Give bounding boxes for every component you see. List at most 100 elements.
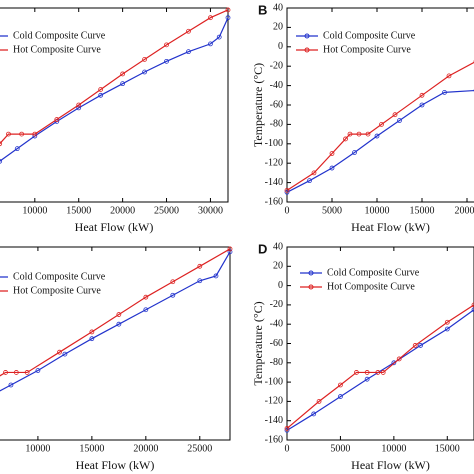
- point: [354, 370, 359, 375]
- legend-marker: [308, 270, 314, 276]
- point: [197, 278, 203, 284]
- point: [329, 165, 335, 171]
- point: [391, 360, 397, 366]
- x-tick-label: 20000: [110, 205, 135, 216]
- point: [35, 368, 41, 373]
- x-tick-label: 0: [285, 443, 290, 454]
- plot-frame: [0, 246, 231, 441]
- point: [365, 131, 371, 137]
- point: [419, 92, 425, 98]
- point: [164, 58, 169, 64]
- plot-frame: [0, 7, 229, 203]
- x-tick-label: 15000: [79, 443, 104, 454]
- point: [186, 28, 191, 34]
- point: [471, 307, 474, 313]
- point: [19, 131, 25, 137]
- series-line: [0, 248, 231, 377]
- point: [89, 329, 95, 335]
- panel-label: B: [258, 2, 267, 17]
- legend-marker: [304, 47, 310, 53]
- point: [316, 398, 322, 404]
- point: [397, 118, 402, 123]
- point: [142, 69, 147, 75]
- legend-label: Hot Composite Curve: [327, 281, 415, 292]
- point: [13, 370, 19, 375]
- point: [0, 158, 3, 164]
- point: [170, 292, 176, 298]
- x-tick-label: 5000: [330, 443, 350, 454]
- x-axis-label: Heat Flow (kW): [76, 458, 155, 472]
- x-tick-label: 20000: [133, 443, 158, 454]
- point: [186, 49, 191, 55]
- point: [116, 321, 122, 327]
- point: [444, 319, 450, 325]
- series-line: [0, 251, 231, 392]
- legend-label: Cold Composite Curve: [13, 271, 106, 282]
- point: [142, 57, 147, 62]
- point: [379, 122, 384, 127]
- point: [311, 170, 317, 176]
- y-tick-label: -120: [265, 396, 283, 407]
- y-axis-label: Temperature (°C): [251, 63, 265, 147]
- point: [208, 41, 213, 47]
- point: [6, 131, 11, 137]
- point: [143, 294, 149, 300]
- point: [170, 279, 176, 285]
- point: [213, 273, 219, 279]
- point: [347, 131, 353, 137]
- point: [120, 71, 126, 77]
- point: [32, 131, 38, 137]
- legend-label: Hot Composite Curve: [13, 44, 101, 55]
- panel-label: D: [258, 241, 267, 256]
- y-tick-label: -80: [270, 357, 283, 368]
- x-tick-label: 10000: [365, 205, 390, 216]
- x-tick-label: 20000: [455, 205, 474, 216]
- y-tick-label: -60: [270, 338, 283, 349]
- point: [76, 105, 82, 111]
- point: [62, 351, 68, 357]
- x-tick-label: 10000: [381, 443, 406, 454]
- point: [444, 326, 450, 332]
- point: [227, 246, 233, 252]
- point: [307, 178, 312, 184]
- x-tick-label: 5000: [322, 205, 342, 216]
- y-tick-label: 40: [273, 241, 283, 252]
- y-tick-label: -100: [265, 138, 283, 149]
- point: [76, 102, 82, 108]
- x-tick-label: 15000: [410, 205, 435, 216]
- y-axis-label: Temperature (°C): [251, 301, 265, 385]
- point: [374, 133, 380, 139]
- y-tick-label: -40: [270, 318, 283, 329]
- point: [442, 89, 447, 95]
- y-tick-label: 40: [273, 2, 283, 13]
- point: [380, 370, 386, 375]
- x-axis-label: Heat Flow (kW): [351, 458, 430, 472]
- point: [208, 15, 213, 21]
- x-axis-label: Heat Flow (kW): [351, 220, 430, 234]
- legend-marker: [304, 33, 310, 39]
- legend-marker: [308, 284, 314, 290]
- point: [356, 131, 362, 137]
- point: [216, 34, 222, 40]
- y-tick-label: -40: [270, 80, 283, 91]
- x-axis-label: Heat Flow (kW): [75, 220, 154, 234]
- point: [412, 343, 418, 348]
- point: [343, 136, 348, 142]
- point: [338, 382, 343, 388]
- y-tick-label: -100: [265, 376, 283, 387]
- point: [364, 370, 370, 375]
- point: [419, 102, 425, 108]
- point: [197, 263, 203, 269]
- x-tick-label: 25000: [154, 205, 179, 216]
- series-line: [0, 17, 229, 162]
- point: [24, 370, 30, 375]
- point: [375, 370, 381, 375]
- point: [225, 15, 231, 21]
- point: [8, 382, 14, 388]
- point: [284, 187, 290, 193]
- point: [329, 151, 335, 156]
- x-tick-label: 15000: [435, 443, 460, 454]
- y-tick-label: 0: [278, 280, 283, 291]
- point: [120, 81, 126, 87]
- point: [3, 370, 8, 375]
